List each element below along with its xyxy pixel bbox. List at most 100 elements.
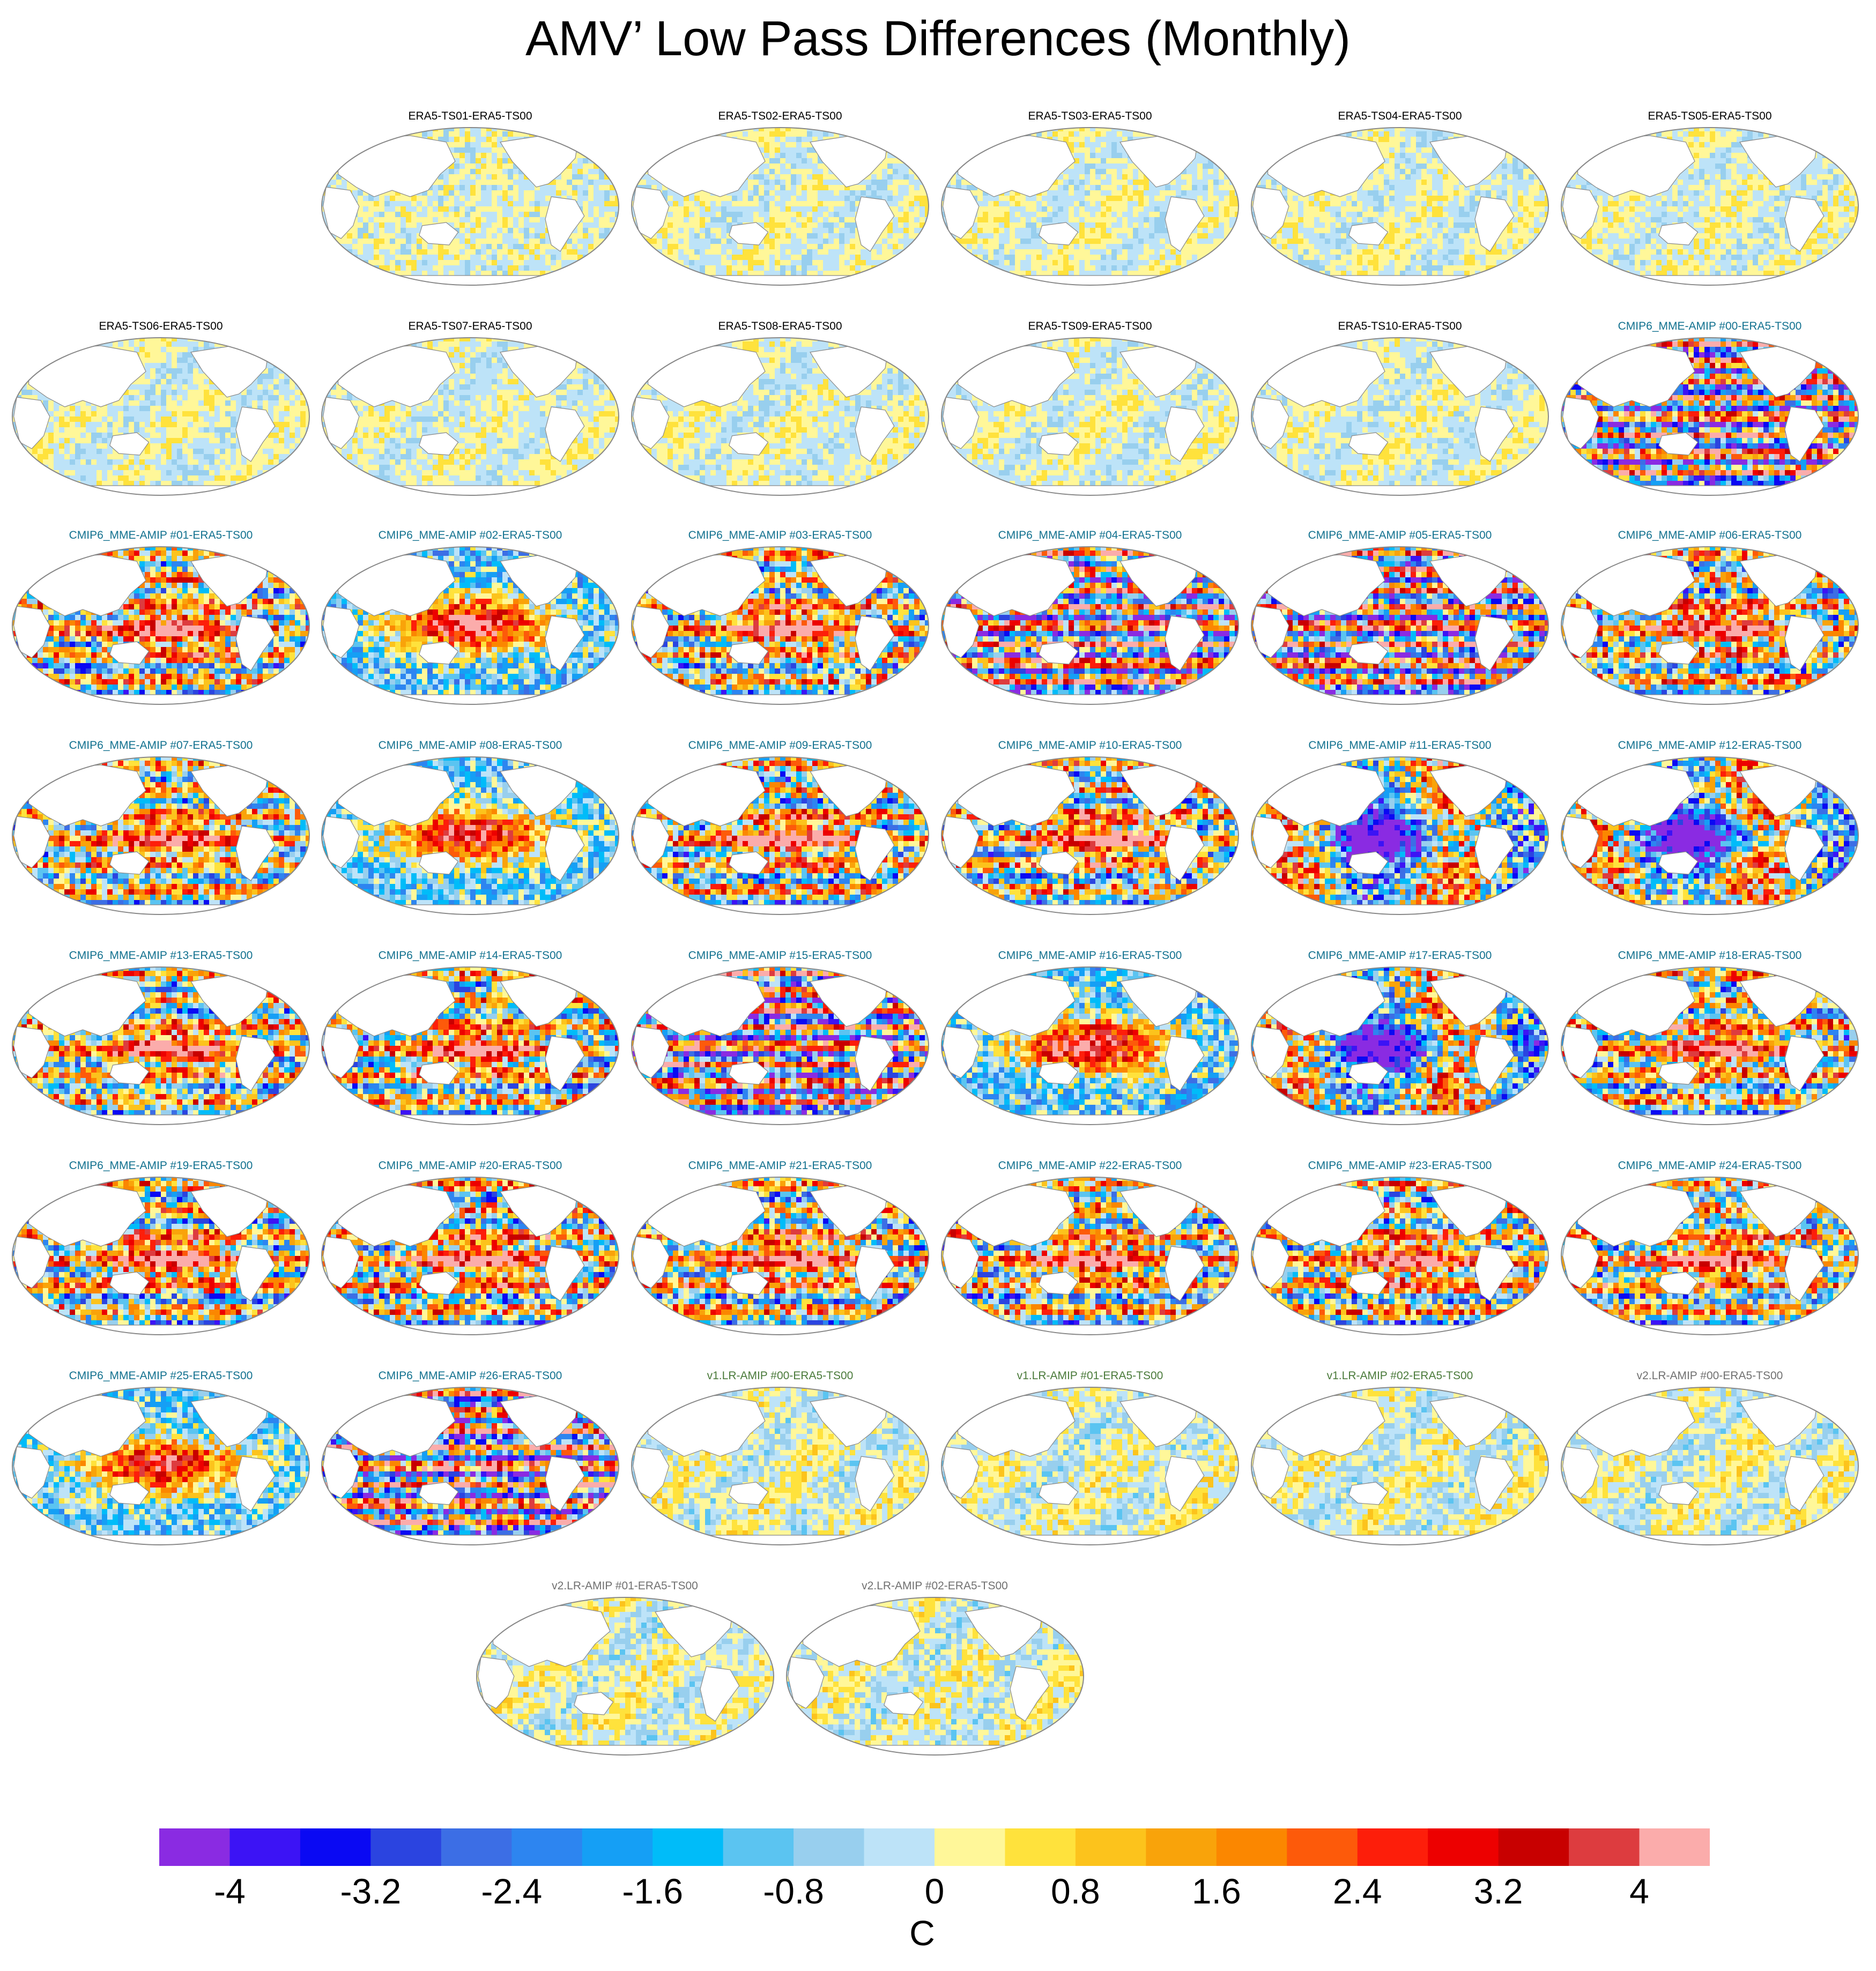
panel-title: CMIP6_MME-AMIP #07-ERA5-TS00: [11, 739, 311, 752]
land-mask: [1280, 695, 1520, 704]
map-panel: CMIP6_MME-AMIP #17-ERA5-TS00: [1250, 949, 1550, 1126]
colorbar-box: [582, 1828, 653, 1866]
panel-title: ERA5-TS07-ERA5-TS00: [320, 320, 620, 333]
map-field: [1560, 1386, 1860, 1546]
panel-title: v2.LR-AMIP #01-ERA5-TS00: [475, 1580, 775, 1593]
map-panel: ERA5-TS09-ERA5-TS00: [940, 320, 1240, 497]
map-field: [11, 545, 311, 706]
panel-title: CMIP6_MME-AMIP #19-ERA5-TS00: [11, 1159, 311, 1172]
colorbar-box: [229, 1828, 300, 1866]
land-mask: [41, 486, 281, 495]
land-mask: [41, 905, 281, 914]
colorbar-box: [723, 1828, 794, 1866]
land-mask: [41, 1325, 281, 1335]
map-field: [940, 1386, 1240, 1546]
colorbar-box: [1569, 1828, 1640, 1866]
panel-title: ERA5-TS01-ERA5-TS00: [320, 110, 620, 123]
land-mask: [269, 1182, 287, 1195]
map-panel: v1.LR-AMIP #02-ERA5-TS00: [1250, 1370, 1550, 1546]
colorbar-box: [864, 1828, 935, 1866]
panel-title: CMIP6_MME-AMIP #22-ERA5-TS00: [940, 1159, 1240, 1172]
map-field: [1250, 965, 1550, 1126]
land-mask: [579, 132, 597, 145]
land-mask: [660, 905, 900, 914]
colorbar-box: [1146, 1828, 1217, 1866]
panel-title: CMIP6_MME-AMIP #06-ERA5-TS00: [1560, 529, 1860, 542]
land-mask: [888, 1392, 907, 1405]
land-mask: [660, 1325, 900, 1335]
map-panel: CMIP6_MME-AMIP #21-ERA5-TS00: [630, 1159, 930, 1336]
land-mask: [350, 695, 590, 704]
colorbar-box: [1217, 1828, 1287, 1866]
map-field: [320, 1176, 620, 1336]
map-panel: CMIP6_MME-AMIP #07-ERA5-TS00: [11, 739, 311, 916]
colorbar-tick-label: -1.6: [622, 1871, 683, 1912]
colorbar-tick-label: 0.8: [1051, 1871, 1100, 1912]
land-mask: [350, 1325, 590, 1335]
map-field: [630, 336, 930, 497]
land-mask: [1280, 486, 1520, 495]
land-mask: [1818, 972, 1836, 985]
map-field: [11, 1386, 311, 1546]
land-mask: [350, 276, 590, 285]
land-mask: [579, 1392, 597, 1405]
map-field: [1250, 336, 1550, 497]
map-field: [320, 1386, 620, 1546]
map-panel: CMIP6_MME-AMIP #11-ERA5-TS00: [1250, 739, 1550, 916]
map-panel: CMIP6_MME-AMIP #03-ERA5-TS00: [630, 529, 930, 706]
colorbar-box: [1076, 1828, 1146, 1866]
land-mask: [1818, 1182, 1836, 1195]
panel-title: CMIP6_MME-AMIP #04-ERA5-TS00: [940, 529, 1240, 542]
map-panel: CMIP6_MME-AMIP #04-ERA5-TS00: [940, 529, 1240, 706]
map-field: [1560, 965, 1860, 1126]
land-mask: [41, 1535, 281, 1545]
land-mask: [1280, 1535, 1520, 1545]
colorbar-box: [300, 1828, 371, 1866]
map-panel: CMIP6_MME-AMIP #10-ERA5-TS00: [940, 739, 1240, 916]
land-mask: [350, 486, 590, 495]
land-mask: [579, 972, 597, 985]
land-mask: [1198, 552, 1217, 564]
map-panel: CMIP6_MME-AMIP #14-ERA5-TS00: [320, 949, 620, 1126]
land-mask: [1198, 1392, 1217, 1405]
colorbar-box: [652, 1828, 723, 1866]
map-field: [320, 336, 620, 497]
colorbar-tick-label: -4: [214, 1871, 246, 1912]
land-mask: [579, 1182, 597, 1195]
map-panel: CMIP6_MME-AMIP #23-ERA5-TS00: [1250, 1159, 1550, 1336]
panel-title: CMIP6_MME-AMIP #25-ERA5-TS00: [11, 1370, 311, 1382]
land-mask: [1198, 132, 1217, 145]
panel-title: CMIP6_MME-AMIP #24-ERA5-TS00: [1560, 1159, 1860, 1172]
panel-title: ERA5-TS05-ERA5-TS00: [1560, 110, 1860, 123]
panel-title: CMIP6_MME-AMIP #00-ERA5-TS00: [1560, 320, 1860, 333]
map-field: [320, 545, 620, 706]
map-panel: ERA5-TS03-ERA5-TS00: [940, 110, 1240, 287]
land-mask: [505, 1745, 745, 1755]
land-mask: [970, 1325, 1210, 1335]
map-panel: CMIP6_MME-AMIP #00-ERA5-TS00: [1560, 320, 1860, 497]
map-panel: CMIP6_MME-AMIP #13-ERA5-TS00: [11, 949, 311, 1126]
panel-title: CMIP6_MME-AMIP #23-ERA5-TS00: [1250, 1159, 1550, 1172]
map-field: [320, 126, 620, 287]
map-panel: CMIP6_MME-AMIP #06-ERA5-TS00: [1560, 529, 1860, 706]
map-field: [630, 965, 930, 1126]
map-panel: ERA5-TS05-ERA5-TS00: [1560, 110, 1860, 287]
map-panel: ERA5-TS10-ERA5-TS00: [1250, 320, 1550, 497]
panel-title: CMIP6_MME-AMIP #14-ERA5-TS00: [320, 949, 620, 962]
panel-title: ERA5-TS06-ERA5-TS00: [11, 320, 311, 333]
land-mask: [1818, 762, 1836, 775]
land-mask: [350, 1115, 590, 1125]
map-panel: ERA5-TS04-ERA5-TS00: [1250, 110, 1550, 287]
land-mask: [1590, 1115, 1830, 1125]
map-panel: CMIP6_MME-AMIP #22-ERA5-TS00: [940, 1159, 1240, 1336]
panel-title: v1.LR-AMIP #01-ERA5-TS00: [940, 1370, 1240, 1382]
map-field: [940, 965, 1240, 1126]
land-mask: [269, 762, 287, 775]
map-panel: CMIP6_MME-AMIP #16-ERA5-TS00: [940, 949, 1240, 1126]
map-field: [1560, 755, 1860, 916]
land-mask: [660, 1535, 900, 1545]
map-panel: ERA5-TS07-ERA5-TS00: [320, 320, 620, 497]
land-mask: [1508, 552, 1526, 564]
land-mask: [1043, 1602, 1061, 1615]
